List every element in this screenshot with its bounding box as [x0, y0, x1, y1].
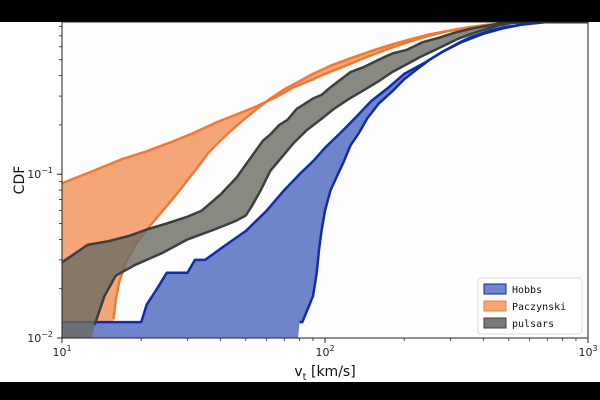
legend-swatch	[483, 300, 507, 312]
y-tick-label: 10−2	[27, 330, 53, 345]
x-axis-label-sub: t	[303, 372, 307, 383]
legend-item-paczynski: Paczynski	[483, 300, 566, 313]
legend-label: pulsars	[512, 319, 554, 330]
legend-label: Hobbs	[512, 285, 542, 296]
legend-label: Paczynski	[512, 302, 566, 313]
band-pulsars-upper-edge	[62, 22, 588, 264]
band-hobbs	[62, 22, 588, 338]
bottom-black-band	[0, 382, 600, 400]
x-axis-label-main: v	[294, 364, 302, 380]
x-tick-label: 101	[52, 344, 71, 359]
band-hobbs-lower-edge	[299, 22, 588, 324]
x-tick-label: 103	[578, 344, 597, 359]
x-axis-label-unit: [km/s]	[307, 364, 356, 380]
ticks-layer: 101 102 103 10−2 10−1	[27, 25, 598, 359]
y-tick-label: 10−1	[27, 166, 53, 181]
band-pulsars-lower-edge	[93, 22, 588, 326]
legend-item-pulsars: pulsars	[483, 317, 554, 330]
band-paczynski-lower-edge	[112, 22, 588, 320]
series-layer	[62, 22, 588, 338]
x-axis-label: vt [km/s]	[294, 364, 355, 383]
legend-item-hobbs: Hobbs	[483, 283, 542, 296]
legend: Hobbs Paczynski pulsars	[477, 277, 583, 335]
x-tick-label: 102	[315, 344, 334, 359]
legend-swatch	[483, 283, 507, 295]
legend-swatch	[483, 317, 507, 329]
top-black-band	[0, 0, 600, 22]
y-axis-label: CDF	[12, 166, 28, 195]
